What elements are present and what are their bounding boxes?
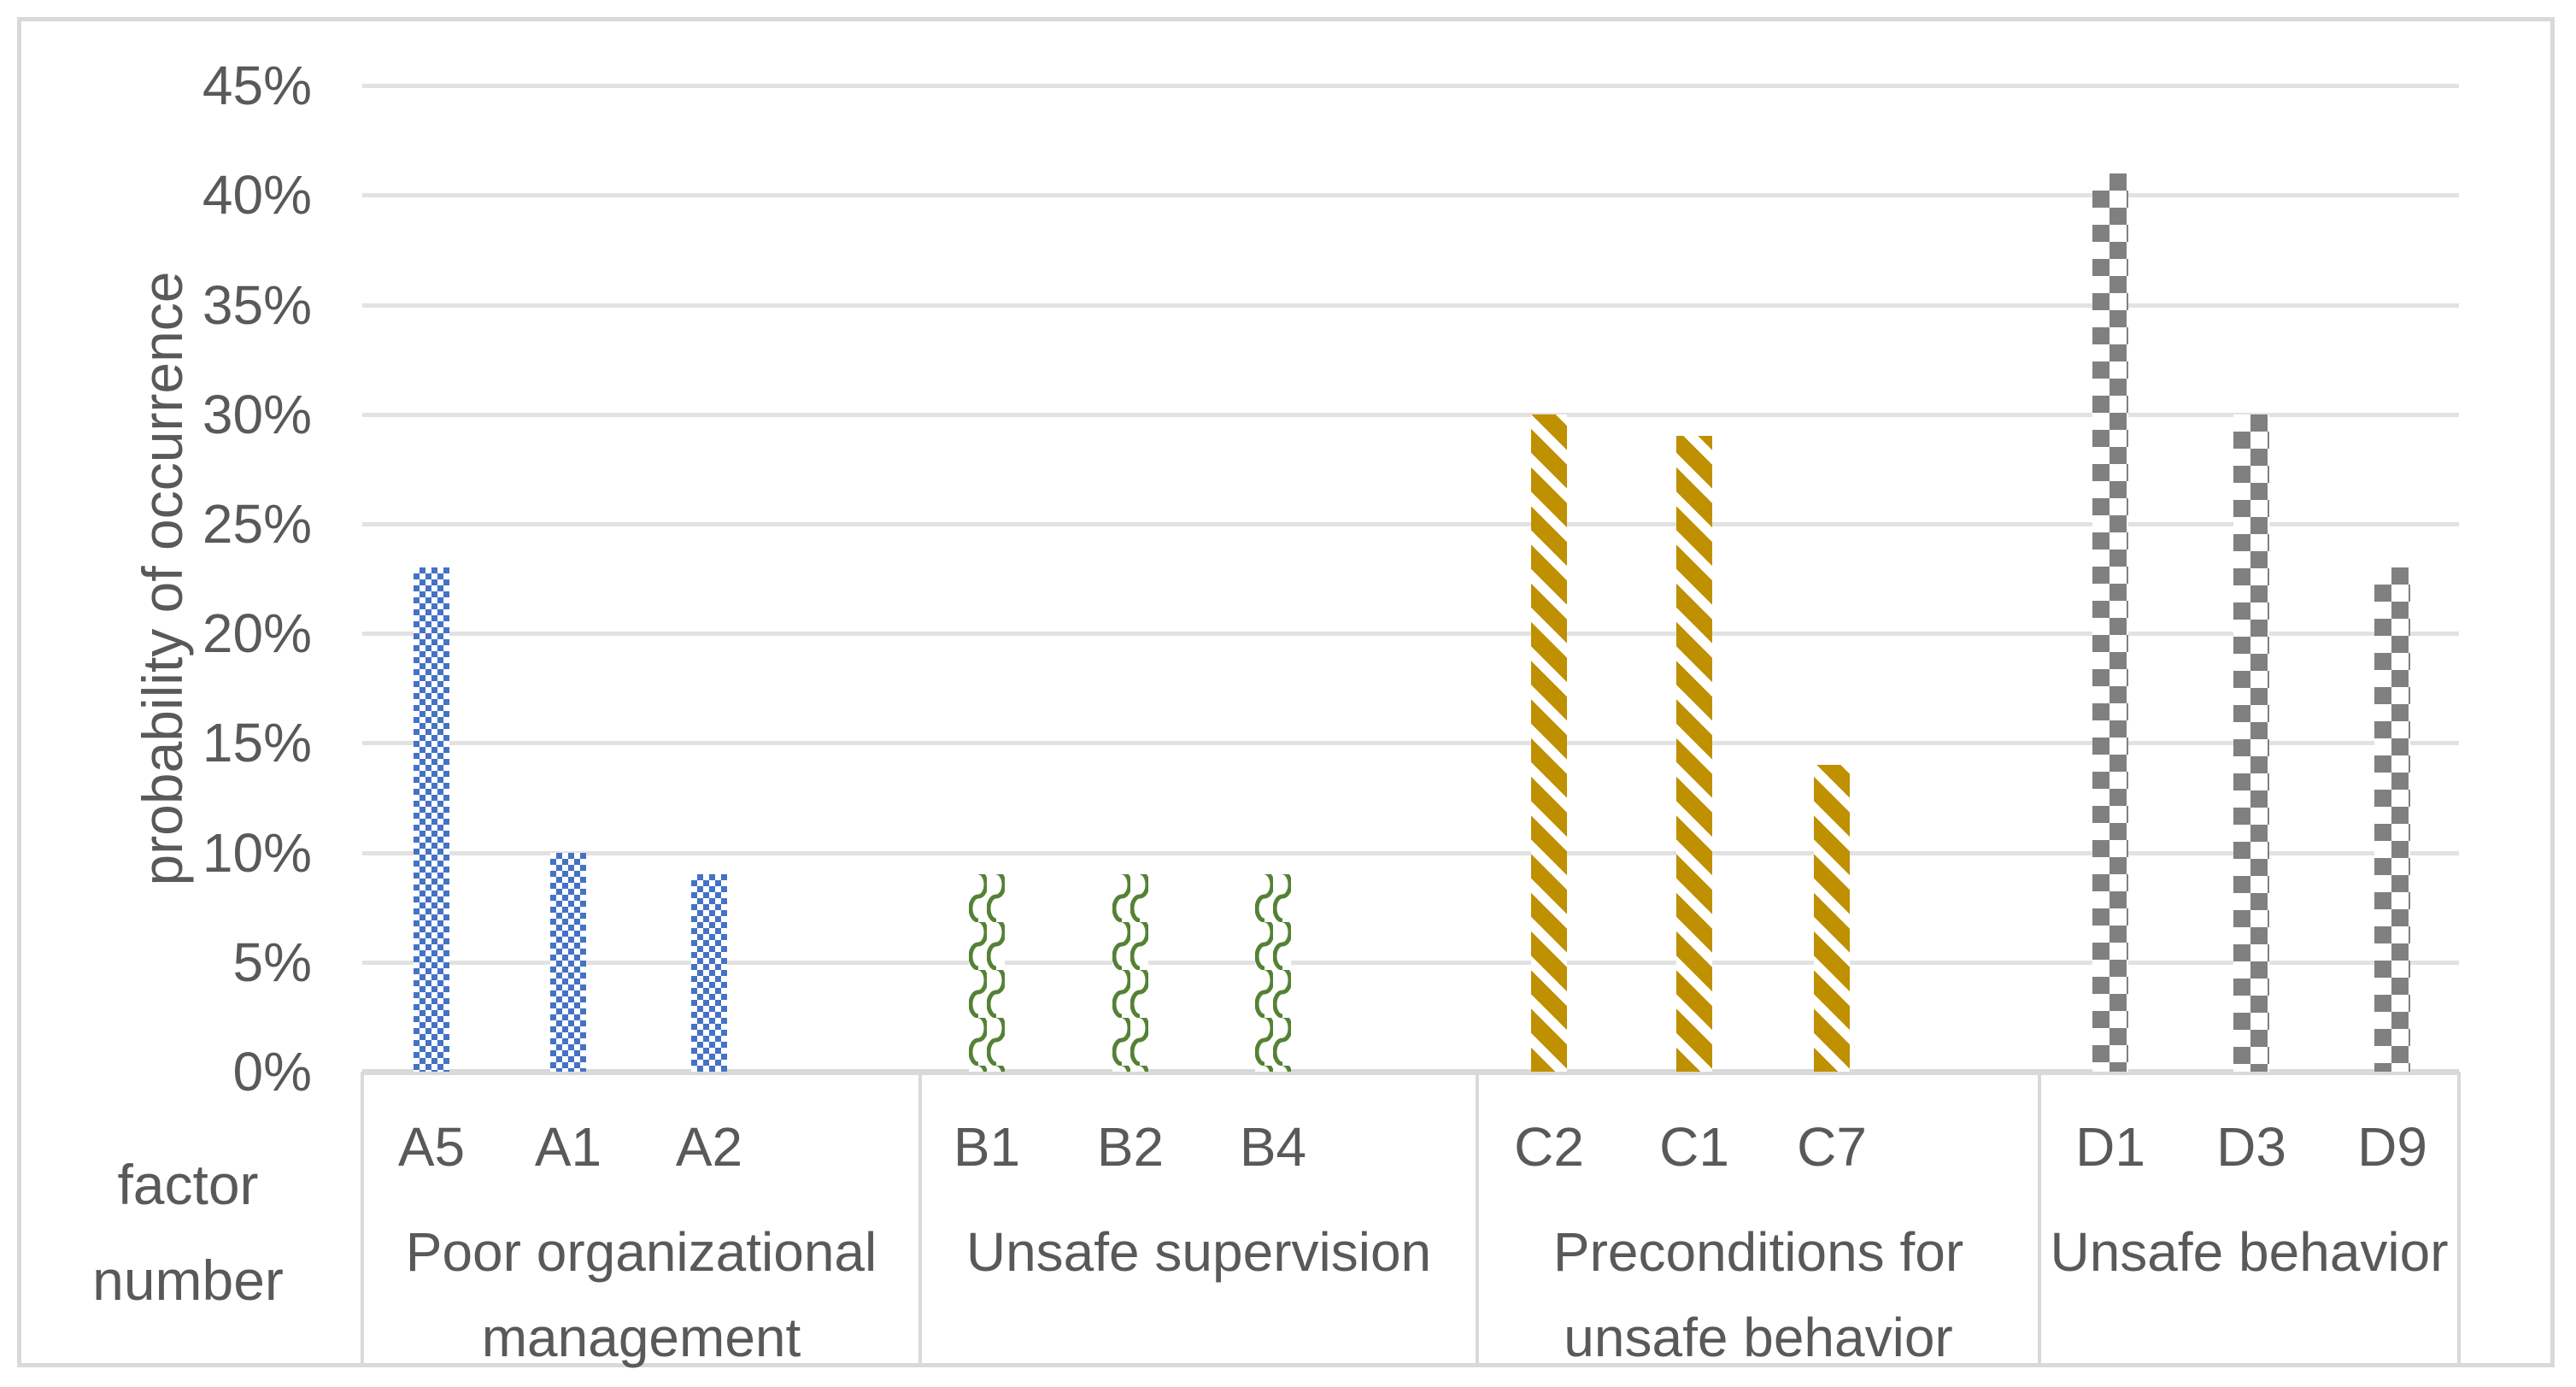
y-tick-label-10%: 10% <box>202 822 312 884</box>
factor-label-C2: C2 <box>1514 1116 1584 1178</box>
category-divider-1 <box>918 1072 922 1367</box>
bar-D1 <box>2092 173 2128 1072</box>
x-axis-title: factor number <box>92 1153 284 1312</box>
bar-A1 <box>550 853 586 1072</box>
category-label-3: Preconditions for unsafe behavior <box>1552 1221 1964 1368</box>
bar-C7 <box>1814 765 1850 1072</box>
factor-label-B2: B2 <box>1096 1116 1165 1178</box>
category-label-4: Unsafe behavior <box>2050 1221 2449 1283</box>
bar-C2 <box>1531 414 1567 1072</box>
bar-B1 <box>969 874 1005 1072</box>
y-tick-label-25%: 25% <box>202 493 312 555</box>
factor-label-C1: C1 <box>1659 1116 1729 1178</box>
gridline-35% <box>362 303 2459 308</box>
y-tick-label-5%: 5% <box>232 932 313 993</box>
gridline-15% <box>362 741 2459 745</box>
category-label-1: Poor organizational management <box>405 1221 877 1368</box>
factor-label-A5: A5 <box>397 1116 466 1178</box>
category-divider-2 <box>1476 1072 1479 1367</box>
bar-C1 <box>1676 436 1712 1072</box>
category-divider-3 <box>2038 1072 2041 1367</box>
gridline-30% <box>362 413 2459 417</box>
x-axis-baseline <box>362 1069 2459 1075</box>
bar-B2 <box>1112 874 1148 1072</box>
gridline-10% <box>362 851 2459 855</box>
gridline-5% <box>362 961 2459 965</box>
factor-label-B1: B1 <box>953 1116 1021 1178</box>
gridline-45% <box>362 84 2459 88</box>
gridline-40% <box>362 193 2459 197</box>
gridline-20% <box>362 632 2459 636</box>
category-divider-4 <box>2457 1072 2461 1367</box>
factor-label-A1: A1 <box>534 1116 602 1178</box>
factor-label-B4: B4 <box>1239 1116 1307 1178</box>
y-tick-label-15%: 15% <box>202 712 312 773</box>
gridline-25% <box>362 522 2459 526</box>
factor-label-D9: D9 <box>2357 1116 2427 1178</box>
category-divider-0 <box>361 1072 364 1367</box>
bar-A2 <box>691 874 727 1072</box>
y-tick-label-0%: 0% <box>232 1041 313 1102</box>
category-label-2: Unsafe supervision <box>965 1221 1432 1283</box>
bar-D9 <box>2374 567 2410 1072</box>
factor-label-D1: D1 <box>2075 1116 2145 1178</box>
y-tick-label-20%: 20% <box>202 602 312 664</box>
bar-D3 <box>2233 414 2269 1072</box>
y-tick-label-30%: 30% <box>202 384 312 445</box>
bar-A5 <box>414 567 449 1072</box>
factor-label-A2: A2 <box>675 1116 743 1178</box>
factor-label-D3: D3 <box>2216 1116 2286 1178</box>
bar-B4 <box>1255 874 1291 1072</box>
chart-frame-border <box>17 17 2555 1367</box>
factor-label-C7: C7 <box>1797 1116 1867 1178</box>
y-tick-label-45%: 45% <box>202 55 312 116</box>
y-tick-label-40%: 40% <box>202 164 312 226</box>
y-tick-label-35%: 35% <box>202 274 312 336</box>
